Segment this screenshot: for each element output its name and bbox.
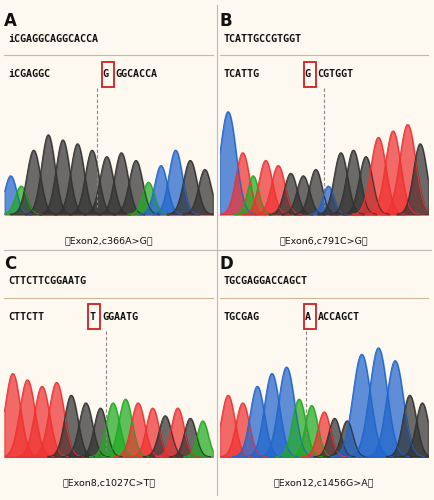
Text: TCATTG: TCATTG <box>224 69 259 79</box>
Text: TGCGAG: TGCGAG <box>224 312 259 322</box>
Text: CTTCTTCGGAATG: CTTCTTCGGAATG <box>9 276 86 286</box>
Text: ACCAGCT: ACCAGCT <box>317 312 358 322</box>
Text: G: G <box>304 69 310 79</box>
Text: GGCACCA: GGCACCA <box>115 69 157 79</box>
Text: CTTCTT: CTTCTT <box>9 312 44 322</box>
Text: （Exon8,c1027C>T）: （Exon8,c1027C>T） <box>62 478 155 488</box>
Text: GGAATG: GGAATG <box>102 312 138 322</box>
Text: （Exon6,c791C>G）: （Exon6,c791C>G） <box>279 236 368 245</box>
Text: （Exon12,c1456G>A）: （Exon12,c1456G>A） <box>273 478 374 488</box>
Text: T: T <box>89 312 95 322</box>
Text: D: D <box>219 255 233 273</box>
Text: iCGAGGC: iCGAGGC <box>9 69 50 79</box>
Text: G: G <box>102 69 108 79</box>
Text: B: B <box>219 12 232 30</box>
Text: C: C <box>4 255 16 273</box>
Text: TGCGAGGACCAGCT: TGCGAGGACCAGCT <box>224 276 307 286</box>
Text: （Exon2,c366A>G）: （Exon2,c366A>G） <box>64 236 153 245</box>
Text: A: A <box>4 12 17 30</box>
Text: CGTGGT: CGTGGT <box>317 69 352 79</box>
Text: A: A <box>304 312 310 322</box>
Text: TCATTGCCGTGGT: TCATTGCCGTGGT <box>224 34 301 43</box>
Text: iCGAGGCAGGCACCA: iCGAGGCAGGCACCA <box>9 34 98 43</box>
